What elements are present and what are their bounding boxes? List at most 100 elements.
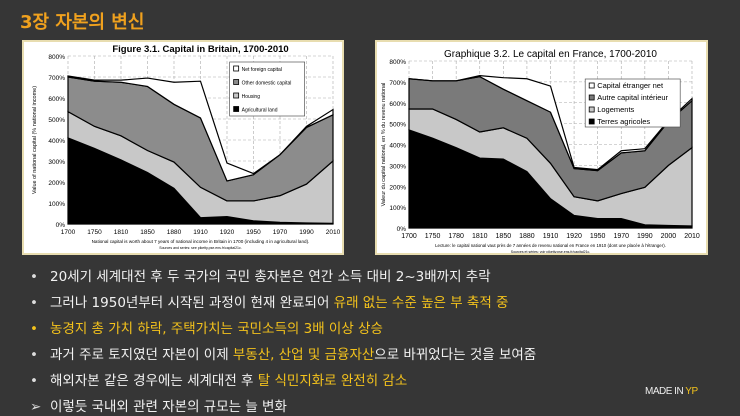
highlighted-text: 탈 식민지화로 완전히 감소: [257, 373, 408, 389]
x-tick-label: 1780: [448, 233, 464, 240]
x-tick-label: 1850: [496, 233, 512, 240]
x-tick-label: 1700: [401, 233, 417, 240]
legend-swatch: [233, 92, 240, 99]
chart-svg: Graphique 3.2. Le capital en France, 170…: [381, 49, 700, 253]
y-tick-label: 400%: [389, 143, 406, 150]
chart-title: Figure 3.1. Capital in Britain, 1700-201…: [112, 44, 288, 55]
y-axis-label: Value of national capital (% national in…: [32, 86, 38, 194]
area-capital-tranger-net: [408, 75, 693, 172]
x-tick-label: 1920: [220, 229, 235, 236]
bullet-icon: •: [30, 347, 38, 363]
x-tick-label: 1850: [140, 229, 155, 236]
legend-label: Net foreign capital: [242, 67, 282, 73]
x-tick-label: 1880: [167, 229, 182, 236]
legend-label: Logements: [597, 105, 634, 114]
legend-label: Capital étranger net: [597, 81, 664, 90]
chart-svg: Figure 3.1. Capital in Britain, 1700-201…: [32, 44, 341, 250]
bullet-text: 과거 주로 토지였던 자본이 이제: [50, 347, 233, 363]
bullet-item: • 과거 주로 토지였던 자본이 이제 부동산, 산업 및 금융자산으로 바뀌었다…: [30, 343, 536, 363]
legend-swatch: [588, 82, 595, 89]
area-net-foreign-capital: [67, 75, 334, 182]
arrow-bullet-icon: ➢: [30, 399, 42, 415]
y-tick-label: 600%: [389, 101, 406, 108]
x-tick-label: 1750: [87, 229, 102, 236]
y-axis-label: Valeur du capital national, en % du reve…: [381, 83, 387, 207]
bullet-text: 이렇듯 국내외 관련 자본의 규모는 늘 변화: [50, 399, 287, 415]
y-tick-label: 500%: [48, 117, 65, 124]
legend-swatch: [588, 106, 595, 113]
y-tick-label: 200%: [389, 184, 406, 191]
x-tick-label: 1920: [566, 233, 582, 240]
y-tick-label: 300%: [389, 163, 406, 170]
legend-swatch: [233, 65, 240, 72]
y-tick-label: 300%: [48, 159, 65, 166]
bullet-icon: •: [30, 269, 38, 285]
legend-label: Other domestic capital: [242, 81, 292, 87]
slide-title: 3장 자본의 변신: [20, 12, 145, 33]
made-in-yp-logo: MADE IN YP: [645, 386, 698, 397]
x-tick-label: 1970: [613, 233, 629, 240]
x-tick-label: 1880: [519, 233, 535, 240]
bullet-icon: •: [30, 373, 38, 389]
bullet-item: • 그러나 1950년부터 시작된 과정이 현재 완료되어 유래 없는 수준 높은…: [30, 291, 508, 311]
bullet-text: 해외자본 같은 경우에는 세계대전 후: [50, 373, 258, 389]
highlighted-text: 유래 없는 수준 높은 부 축적 중: [333, 295, 509, 311]
logo-accent: YP: [685, 386, 698, 397]
highlighted-text: 농경지 총 가치 하락, 주택가치는 국민소득의 3배 이상 상승: [50, 321, 383, 337]
logo-text: MADE IN: [645, 386, 686, 397]
y-tick-label: 800%: [48, 54, 65, 61]
x-tick-label: 2010: [684, 233, 700, 240]
y-tick-label: 100%: [389, 205, 406, 212]
x-tick-label: 1950: [590, 233, 606, 240]
y-tick-label: 100%: [48, 201, 65, 208]
x-tick-label: 2010: [326, 229, 341, 236]
x-tick-label: 1990: [299, 229, 314, 236]
y-tick-label: 700%: [48, 75, 65, 82]
y-tick-label: 800%: [389, 59, 406, 66]
highlighted-text: 부동산, 산업 및 금융자산: [232, 347, 375, 363]
x-tick-label: 1970: [273, 229, 288, 236]
y-tick-label: 700%: [389, 80, 406, 87]
legend-swatch: [233, 106, 240, 112]
y-tick-label: 500%: [389, 122, 406, 129]
legend-label: Autre capital intérieur: [597, 93, 668, 102]
x-tick-label: 1810: [114, 229, 129, 236]
britain-capital-chart: Figure 3.1. Capital in Britain, 1700-201…: [22, 40, 344, 255]
legend-box: [584, 78, 681, 128]
chart-note: National capital is worth about 7 years …: [92, 239, 310, 244]
x-tick-label: 1700: [61, 229, 76, 236]
chart-note: Lecture: le capital national vaut près d…: [435, 243, 666, 248]
bullet-item: • 해외자본 같은 경우에는 세계대전 후 탈 식민지화로 완전히 감소: [30, 369, 407, 389]
y-tick-label: 400%: [48, 138, 65, 145]
x-tick-label: 2000: [661, 233, 677, 240]
bullet-item: • 20세기 세계대전 후 두 국가의 국민 총자본은 연간 소득 대비 2~3배…: [30, 265, 491, 285]
legend-label: Housing: [242, 94, 261, 100]
x-tick-label: 1990: [637, 233, 653, 240]
x-tick-label: 1910: [193, 229, 208, 236]
y-tick-label: 600%: [48, 96, 65, 103]
x-tick-label: 1750: [425, 233, 441, 240]
legend-box: [229, 61, 305, 117]
chart-source: Sources et séries: voir piketty.pse.ens.…: [511, 250, 591, 253]
bullet-icon: •: [30, 321, 38, 337]
france-capital-chart: Graphique 3.2. Le capital en France, 170…: [375, 40, 708, 255]
legend-swatch: [233, 79, 240, 85]
y-tick-label: 0%: [397, 226, 407, 233]
y-tick-label: 200%: [48, 180, 65, 187]
legend-label: Terres agricoles: [597, 117, 650, 126]
bullet-text: 그러나 1950년부터 시작된 과정이 현재 완료되어: [50, 295, 334, 311]
x-tick-label: 1910: [543, 233, 559, 240]
bullet-text: 20세기 세계대전 후 두 국가의 국민 총자본은 연간 소득 대비 2~3배까…: [50, 269, 491, 285]
x-tick-label: 1950: [246, 229, 261, 236]
x-tick-label: 1810: [472, 233, 488, 240]
bullet-item: ➢ 이렇듯 국내외 관련 자본의 규모는 늘 변화: [30, 395, 287, 415]
legend-label: Agricultural land: [242, 108, 278, 114]
y-tick-label: 0%: [56, 222, 66, 229]
chart-source: Sources and series: see piketty.pse.ens.…: [159, 246, 241, 250]
bullet-text: 으로 바뀌었다는 것을 보여줌: [374, 347, 537, 363]
legend-swatch: [588, 118, 595, 125]
bullet-item: • 농경지 총 가치 하락, 주택가치는 국민소득의 3배 이상 상승: [30, 317, 383, 337]
chart-title: Graphique 3.2. Le capital en France, 170…: [444, 49, 657, 60]
legend-swatch: [588, 94, 595, 101]
bullet-icon: •: [30, 295, 38, 311]
